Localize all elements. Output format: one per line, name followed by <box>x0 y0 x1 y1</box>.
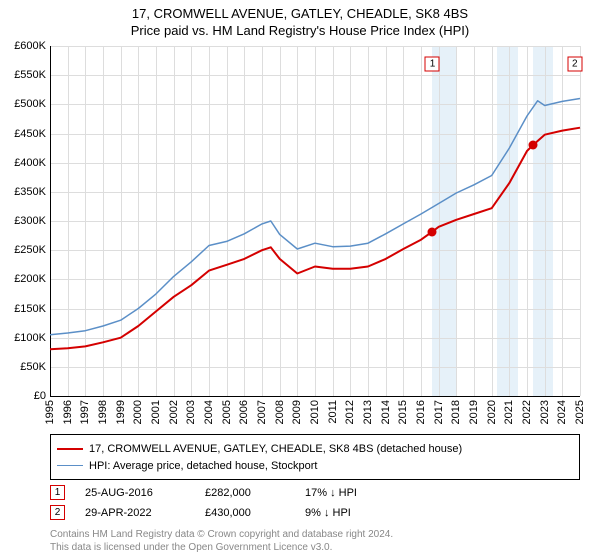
y-tick-label: £50K <box>0 361 46 373</box>
y-tick-label: £400K <box>0 157 46 169</box>
title-subtitle: Price paid vs. HM Land Registry's House … <box>0 23 600 40</box>
y-tick-label: £100K <box>0 332 46 344</box>
x-tick-label: 2019 <box>468 400 480 424</box>
footer-attribution: Contains HM Land Registry data © Crown c… <box>50 528 580 554</box>
legend-row: HPI: Average price, detached house, Stoc… <box>57 458 573 473</box>
x-tick-label: 1997 <box>79 400 91 424</box>
x-tick-label: 2000 <box>132 400 144 424</box>
sale-date: 25-AUG-2016 <box>85 487 185 499</box>
footer-line1: Contains HM Land Registry data © Crown c… <box>50 528 580 541</box>
x-tick-label: 2002 <box>168 400 180 424</box>
x-tick-label: 2023 <box>539 400 551 424</box>
x-tick-label: 2015 <box>397 400 409 424</box>
legend-swatch <box>57 448 83 450</box>
gridline-v <box>580 46 581 396</box>
chart-plot-area: £0£50K£100K£150K£200K£250K£300K£350K£400… <box>50 46 580 396</box>
x-tick-label: 2011 <box>327 400 339 424</box>
footer-line2: This data is licensed under the Open Gov… <box>50 541 580 554</box>
legend-swatch <box>57 465 83 467</box>
axis-bottom <box>50 396 580 397</box>
y-tick-label: £200K <box>0 273 46 285</box>
y-tick-label: £450K <box>0 128 46 140</box>
x-tick-label: 2022 <box>521 400 533 424</box>
sale-diff: 17% ↓ HPI <box>305 487 395 499</box>
x-tick-label: 1996 <box>62 400 74 424</box>
x-tick-label: 2009 <box>291 400 303 424</box>
x-tick-label: 1995 <box>44 400 56 424</box>
x-tick-label: 2001 <box>150 400 162 424</box>
x-tick-label: 2024 <box>556 400 568 424</box>
legend: 17, CROMWELL AVENUE, GATLEY, CHEADLE, SK… <box>50 434 580 480</box>
x-tick-label: 2007 <box>256 400 268 424</box>
x-tick-label: 2018 <box>450 400 462 424</box>
sale-row-badge: 1 <box>50 485 65 500</box>
sale-diff: 9% ↓ HPI <box>305 507 395 519</box>
x-tick-label: 2025 <box>574 400 586 424</box>
x-tick-label: 2004 <box>203 400 215 424</box>
x-tick-label: 2017 <box>433 400 445 424</box>
x-tick-label: 2020 <box>486 400 498 424</box>
legend-label: HPI: Average price, detached house, Stoc… <box>89 460 318 472</box>
x-tick-label: 2016 <box>415 400 427 424</box>
sale-marker-dot <box>428 227 437 236</box>
x-tick-label: 2014 <box>380 400 392 424</box>
legend-row: 17, CROMWELL AVENUE, GATLEY, CHEADLE, SK… <box>57 441 573 456</box>
chart-title: 17, CROMWELL AVENUE, GATLEY, CHEADLE, SK… <box>0 0 600 40</box>
y-tick-label: £500K <box>0 98 46 110</box>
sale-marker-badge: 2 <box>567 57 582 72</box>
sales-table: 1 25-AUG-2016 £282,000 17% ↓ HPI 2 29-APR-202… <box>50 480 580 525</box>
x-tick-label: 2021 <box>503 400 515 424</box>
x-tick-label: 2003 <box>185 400 197 424</box>
y-tick-label: £350K <box>0 186 46 198</box>
y-tick-label: £300K <box>0 215 46 227</box>
series-blue <box>50 99 580 335</box>
y-tick-label: £150K <box>0 303 46 315</box>
x-tick-label: 1999 <box>115 400 127 424</box>
y-tick-label: £600K <box>0 40 46 52</box>
x-tick-label: 2012 <box>344 400 356 424</box>
x-tick-label: 2010 <box>309 400 321 424</box>
x-tick-label: 2008 <box>274 400 286 424</box>
y-tick-label: £250K <box>0 244 46 256</box>
legend-label: 17, CROMWELL AVENUE, GATLEY, CHEADLE, SK… <box>89 443 462 455</box>
sale-price: £282,000 <box>205 487 285 499</box>
x-tick-label: 2005 <box>221 400 233 424</box>
series-lines <box>50 46 580 396</box>
x-tick-label: 2006 <box>238 400 250 424</box>
sale-row-badge: 2 <box>50 505 65 520</box>
x-tick-label: 1998 <box>97 400 109 424</box>
sale-marker-dot <box>528 141 537 150</box>
sale-date: 29-APR-2022 <box>85 507 185 519</box>
sale-row: 1 25-AUG-2016 £282,000 17% ↓ HPI <box>50 485 580 500</box>
y-tick-label: £0 <box>0 390 46 402</box>
sale-price: £430,000 <box>205 507 285 519</box>
y-tick-label: £550K <box>0 69 46 81</box>
sale-marker-badge: 1 <box>425 57 440 72</box>
title-address: 17, CROMWELL AVENUE, GATLEY, CHEADLE, SK… <box>0 6 600 23</box>
x-tick-label: 2013 <box>362 400 374 424</box>
sale-row: 2 29-APR-2022 £430,000 9% ↓ HPI <box>50 505 580 520</box>
